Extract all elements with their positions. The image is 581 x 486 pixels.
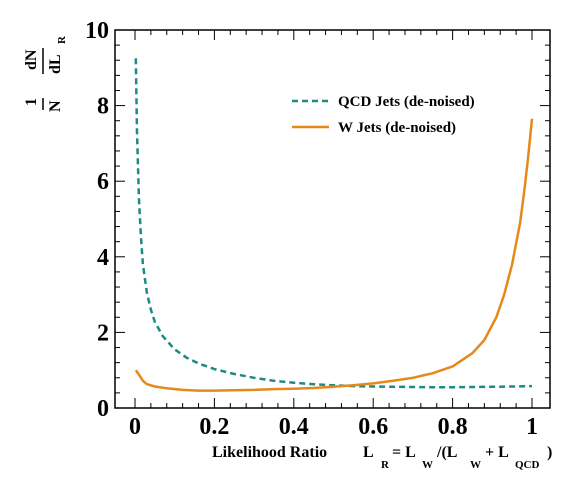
y-tick-label: 0 <box>97 396 109 422</box>
y-tick-label: 6 <box>97 169 109 195</box>
legend-w-label: W Jets (de-noised) <box>338 120 456 136</box>
x-label-paren: /(L <box>436 444 457 461</box>
x-tick-label: 0 <box>129 414 141 440</box>
x-tick-label: 0.4 <box>279 414 309 440</box>
y-tick-label: 10 <box>85 18 109 44</box>
y-axis-label: 1 dN N dL R <box>23 35 68 112</box>
plot-frame <box>114 29 551 409</box>
y-tick-label: 4 <box>97 245 109 271</box>
y-label-den-sub: R <box>56 35 68 44</box>
x-axis-label: Likelihood Ratio L R = L W /(L W + L QCD… <box>212 444 552 471</box>
x-tick-label: 1 <box>526 414 538 440</box>
x-label-plus: + L <box>485 444 509 461</box>
y-label-den-n: N <box>47 100 64 112</box>
w-jets-line <box>134 118 534 392</box>
qcd-jets-line <box>134 58 533 389</box>
x-label-lhs: L <box>363 444 374 461</box>
x-label-paren-sub: W <box>470 459 481 471</box>
x-label-close: ) <box>547 444 552 461</box>
y-label-num-one: 1 <box>23 98 40 106</box>
y-label-num-dn: dN <box>23 49 40 70</box>
y-tick-label: 2 <box>97 320 109 346</box>
x-label-prefix: Likelihood Ratio <box>212 444 327 461</box>
x-label-plus-sub: QCD <box>515 459 540 471</box>
y-label-den-dl: dL <box>47 54 64 74</box>
y-tick-label: 8 <box>97 94 109 120</box>
x-tick-label: 0.8 <box>438 414 468 440</box>
x-tick-label: 0.6 <box>358 414 388 440</box>
x-label-lhs-sub: R <box>381 459 390 471</box>
legend-qcd-label: QCD Jets (de-noised) <box>338 94 475 110</box>
x-tick-label: 0.2 <box>199 414 229 440</box>
x-label-mid-sub: W <box>422 459 433 471</box>
x-label-mid: = L <box>392 444 416 461</box>
